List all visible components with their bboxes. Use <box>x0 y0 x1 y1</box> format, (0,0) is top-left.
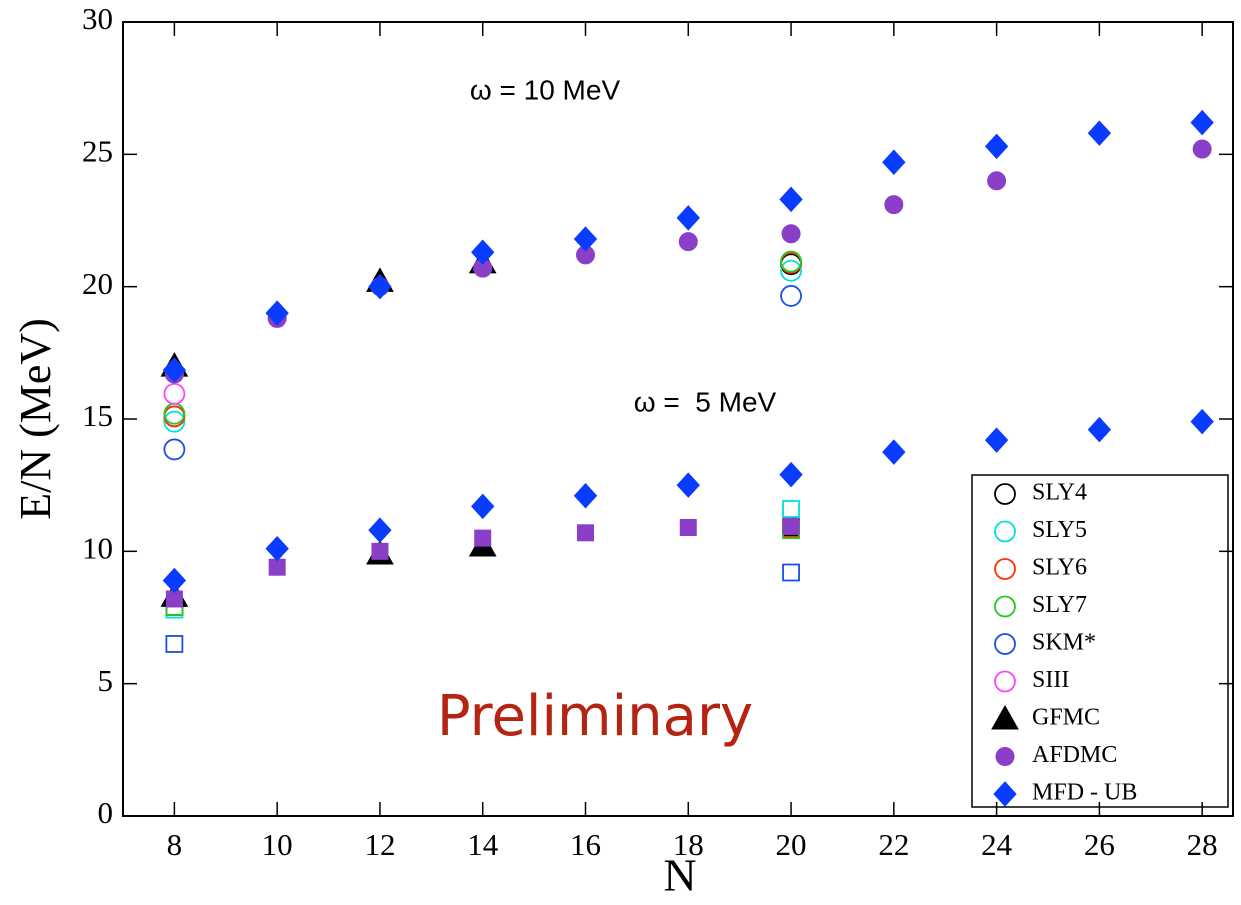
point <box>471 493 495 520</box>
point <box>882 439 906 465</box>
annotation: ω = 5 MeV <box>634 386 777 417</box>
point <box>573 226 598 252</box>
y-tick-label: 20 <box>82 266 113 301</box>
legend-marker <box>994 670 1016 693</box>
legend-marker <box>993 781 1017 807</box>
point <box>163 438 186 461</box>
legend-label: SIII <box>1032 667 1069 693</box>
y-tick-label: 25 <box>82 133 113 168</box>
point <box>162 567 187 594</box>
point <box>162 357 187 383</box>
x-tick-label: 16 <box>570 827 601 862</box>
x-tick-label: 10 <box>262 827 293 862</box>
point <box>678 232 698 252</box>
point <box>782 517 800 535</box>
point <box>368 517 392 543</box>
legend-label: MFD - UB <box>1032 780 1137 806</box>
x-tick-label: 18 <box>673 827 704 862</box>
point <box>780 285 802 307</box>
point <box>474 529 492 547</box>
point <box>368 273 392 300</box>
legend-label: SLY5 <box>1032 517 1087 543</box>
point <box>165 590 183 608</box>
legend-marker <box>994 595 1016 618</box>
point <box>882 149 906 176</box>
point <box>676 205 700 231</box>
point <box>779 461 803 488</box>
legend-marker <box>994 520 1016 543</box>
point <box>779 186 803 213</box>
point <box>371 542 389 560</box>
legend-label: SLY7 <box>1032 592 1087 618</box>
point <box>676 472 700 498</box>
point <box>265 300 289 326</box>
x-tick-label: 28 <box>1187 827 1218 862</box>
x-tick-label: 12 <box>364 827 395 862</box>
point <box>573 483 598 509</box>
point <box>1087 120 1112 146</box>
point <box>780 259 802 282</box>
point <box>884 195 904 215</box>
legend-marker <box>994 483 1016 505</box>
y-tick-label: 5 <box>98 663 114 698</box>
point <box>1190 109 1214 136</box>
y-tick-label: 15 <box>82 398 113 433</box>
point <box>984 427 1009 453</box>
x-tick-label: 14 <box>467 827 499 862</box>
point <box>268 558 286 576</box>
point <box>1087 416 1112 443</box>
y-tick-label: 10 <box>82 530 113 565</box>
annotation: Preliminary <box>437 684 753 749</box>
point <box>471 239 495 265</box>
point <box>987 171 1007 191</box>
legend-marker <box>991 704 1019 730</box>
x-tick-label: 24 <box>981 827 1013 862</box>
y-tick-label: 0 <box>98 795 114 830</box>
legend-marker <box>994 633 1016 655</box>
legend-label: SLY6 <box>1032 555 1087 581</box>
point <box>780 250 802 273</box>
x-tick-label: 22 <box>878 827 909 862</box>
legend-label: SLY4 <box>1032 480 1087 506</box>
x-tick-label: 8 <box>167 827 183 862</box>
x-tick-label: 26 <box>1084 827 1115 862</box>
legend-label: AFDMC <box>1032 742 1117 768</box>
point <box>165 635 184 653</box>
point <box>163 410 186 433</box>
x-axis-label: N <box>663 850 696 901</box>
y-axis-label: E/N (MeV) <box>11 318 60 520</box>
point <box>1190 408 1214 435</box>
point <box>577 524 594 542</box>
point <box>984 133 1009 160</box>
point <box>782 563 800 582</box>
legend-marker <box>995 747 1015 766</box>
point <box>265 535 289 562</box>
point <box>163 382 186 405</box>
point <box>782 500 800 518</box>
legend-label: SKM* <box>1032 630 1096 656</box>
x-tick-label: 20 <box>776 827 807 862</box>
legend-marker <box>994 558 1016 580</box>
point <box>1192 139 1212 159</box>
annotation: ω = 10 MeV <box>470 74 621 105</box>
point <box>679 519 697 537</box>
y-tick-label: 30 <box>82 1 113 36</box>
point <box>781 224 801 244</box>
legend-label: GFMC <box>1032 705 1100 731</box>
